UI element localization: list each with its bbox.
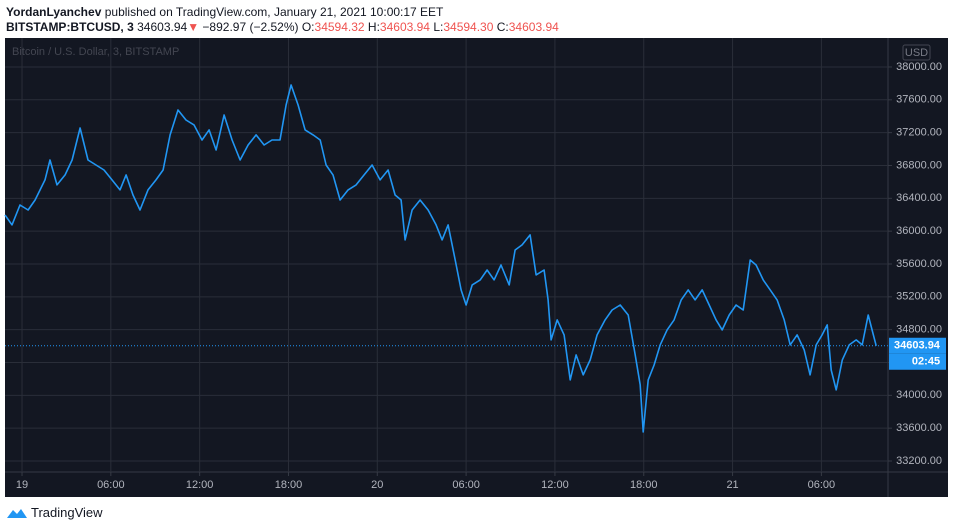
y-tick-label: 34800.00 (896, 324, 942, 336)
ohlc-key: O: (301, 20, 315, 34)
ohlc: O:34594.32 H:34603.94 L:34594.30 C:34603… (302, 20, 559, 34)
arrow: ▼ (187, 20, 200, 34)
y-tick-label: 36400.00 (896, 192, 942, 204)
y-tick-label: 35600.00 (896, 258, 942, 270)
y-tick-label: 38000.00 (896, 61, 942, 73)
y-tick-label: 35200.00 (896, 291, 942, 303)
author: YordanLyanchev (6, 5, 102, 19)
ohlc-key: C: (496, 20, 509, 34)
y-tick-label: 33200.00 (896, 455, 942, 467)
x-tick-label: 06:00 (808, 479, 836, 491)
x-tick-label: 12:00 (186, 479, 214, 491)
chart-background (5, 38, 948, 497)
published: published on TradingView.com, January 21… (104, 5, 444, 19)
y-tick-label: 33600.00 (896, 422, 942, 434)
brand: TradingView (31, 505, 103, 520)
price-line (4, 84, 877, 433)
ohlc-value: 34603.94 (508, 20, 559, 34)
ohlc-value: 34594.30 (443, 20, 494, 34)
ohlc-value: 34594.32 (314, 20, 365, 34)
x-tick-label: 20 (371, 479, 383, 491)
x-tick-label: 12:00 (541, 479, 569, 491)
symbol: BITSTAMP:BTCUSD, 3 (6, 20, 134, 34)
y-tick-label: 37200.00 (896, 127, 942, 139)
quote-line: BITSTAMP:BTCUSD, 3 34603.94▼ −892.97 (−2… (6, 20, 559, 34)
x-tick-label: 21 (726, 479, 738, 491)
x-tick-label: 18:00 (275, 479, 303, 491)
x-tick-label: 19 (16, 479, 28, 491)
y-tick-label: 36000.00 (896, 225, 942, 237)
y-tick-label: 36800.00 (896, 159, 942, 171)
ohlc-key: L: (433, 20, 444, 34)
x-tick-label: 18:00 (630, 479, 658, 491)
ohlc-key: H: (367, 20, 380, 34)
x-tick-label: 06:00 (452, 479, 480, 491)
y-tick-label: 34000.00 (896, 389, 942, 401)
logo (7, 508, 27, 518)
countdown: 02:45 (912, 356, 940, 368)
chart: 33200.0033600.0034000.0034400.0034800.00… (4, 38, 948, 497)
last-price-label: 34603.94 (894, 340, 941, 352)
y-tick-label: 37600.00 (896, 94, 942, 106)
last-price-box (889, 337, 946, 354)
countdown-box (889, 353, 946, 370)
currency: USD (905, 47, 928, 59)
legend-entry: Bitcoin / U.S. Dollar, 3, BITSTAMP (12, 46, 179, 58)
ohlc-value: 34603.94 (379, 20, 430, 34)
change: −892.97 (−2.52%) (202, 20, 299, 34)
price: 34603.94 (137, 20, 188, 34)
currency-box (902, 44, 931, 61)
publish-line: YordanLyanchev published on TradingView.… (6, 5, 443, 19)
x-tick-label: 06:00 (97, 479, 125, 491)
footer: TradingView (6, 505, 103, 520)
